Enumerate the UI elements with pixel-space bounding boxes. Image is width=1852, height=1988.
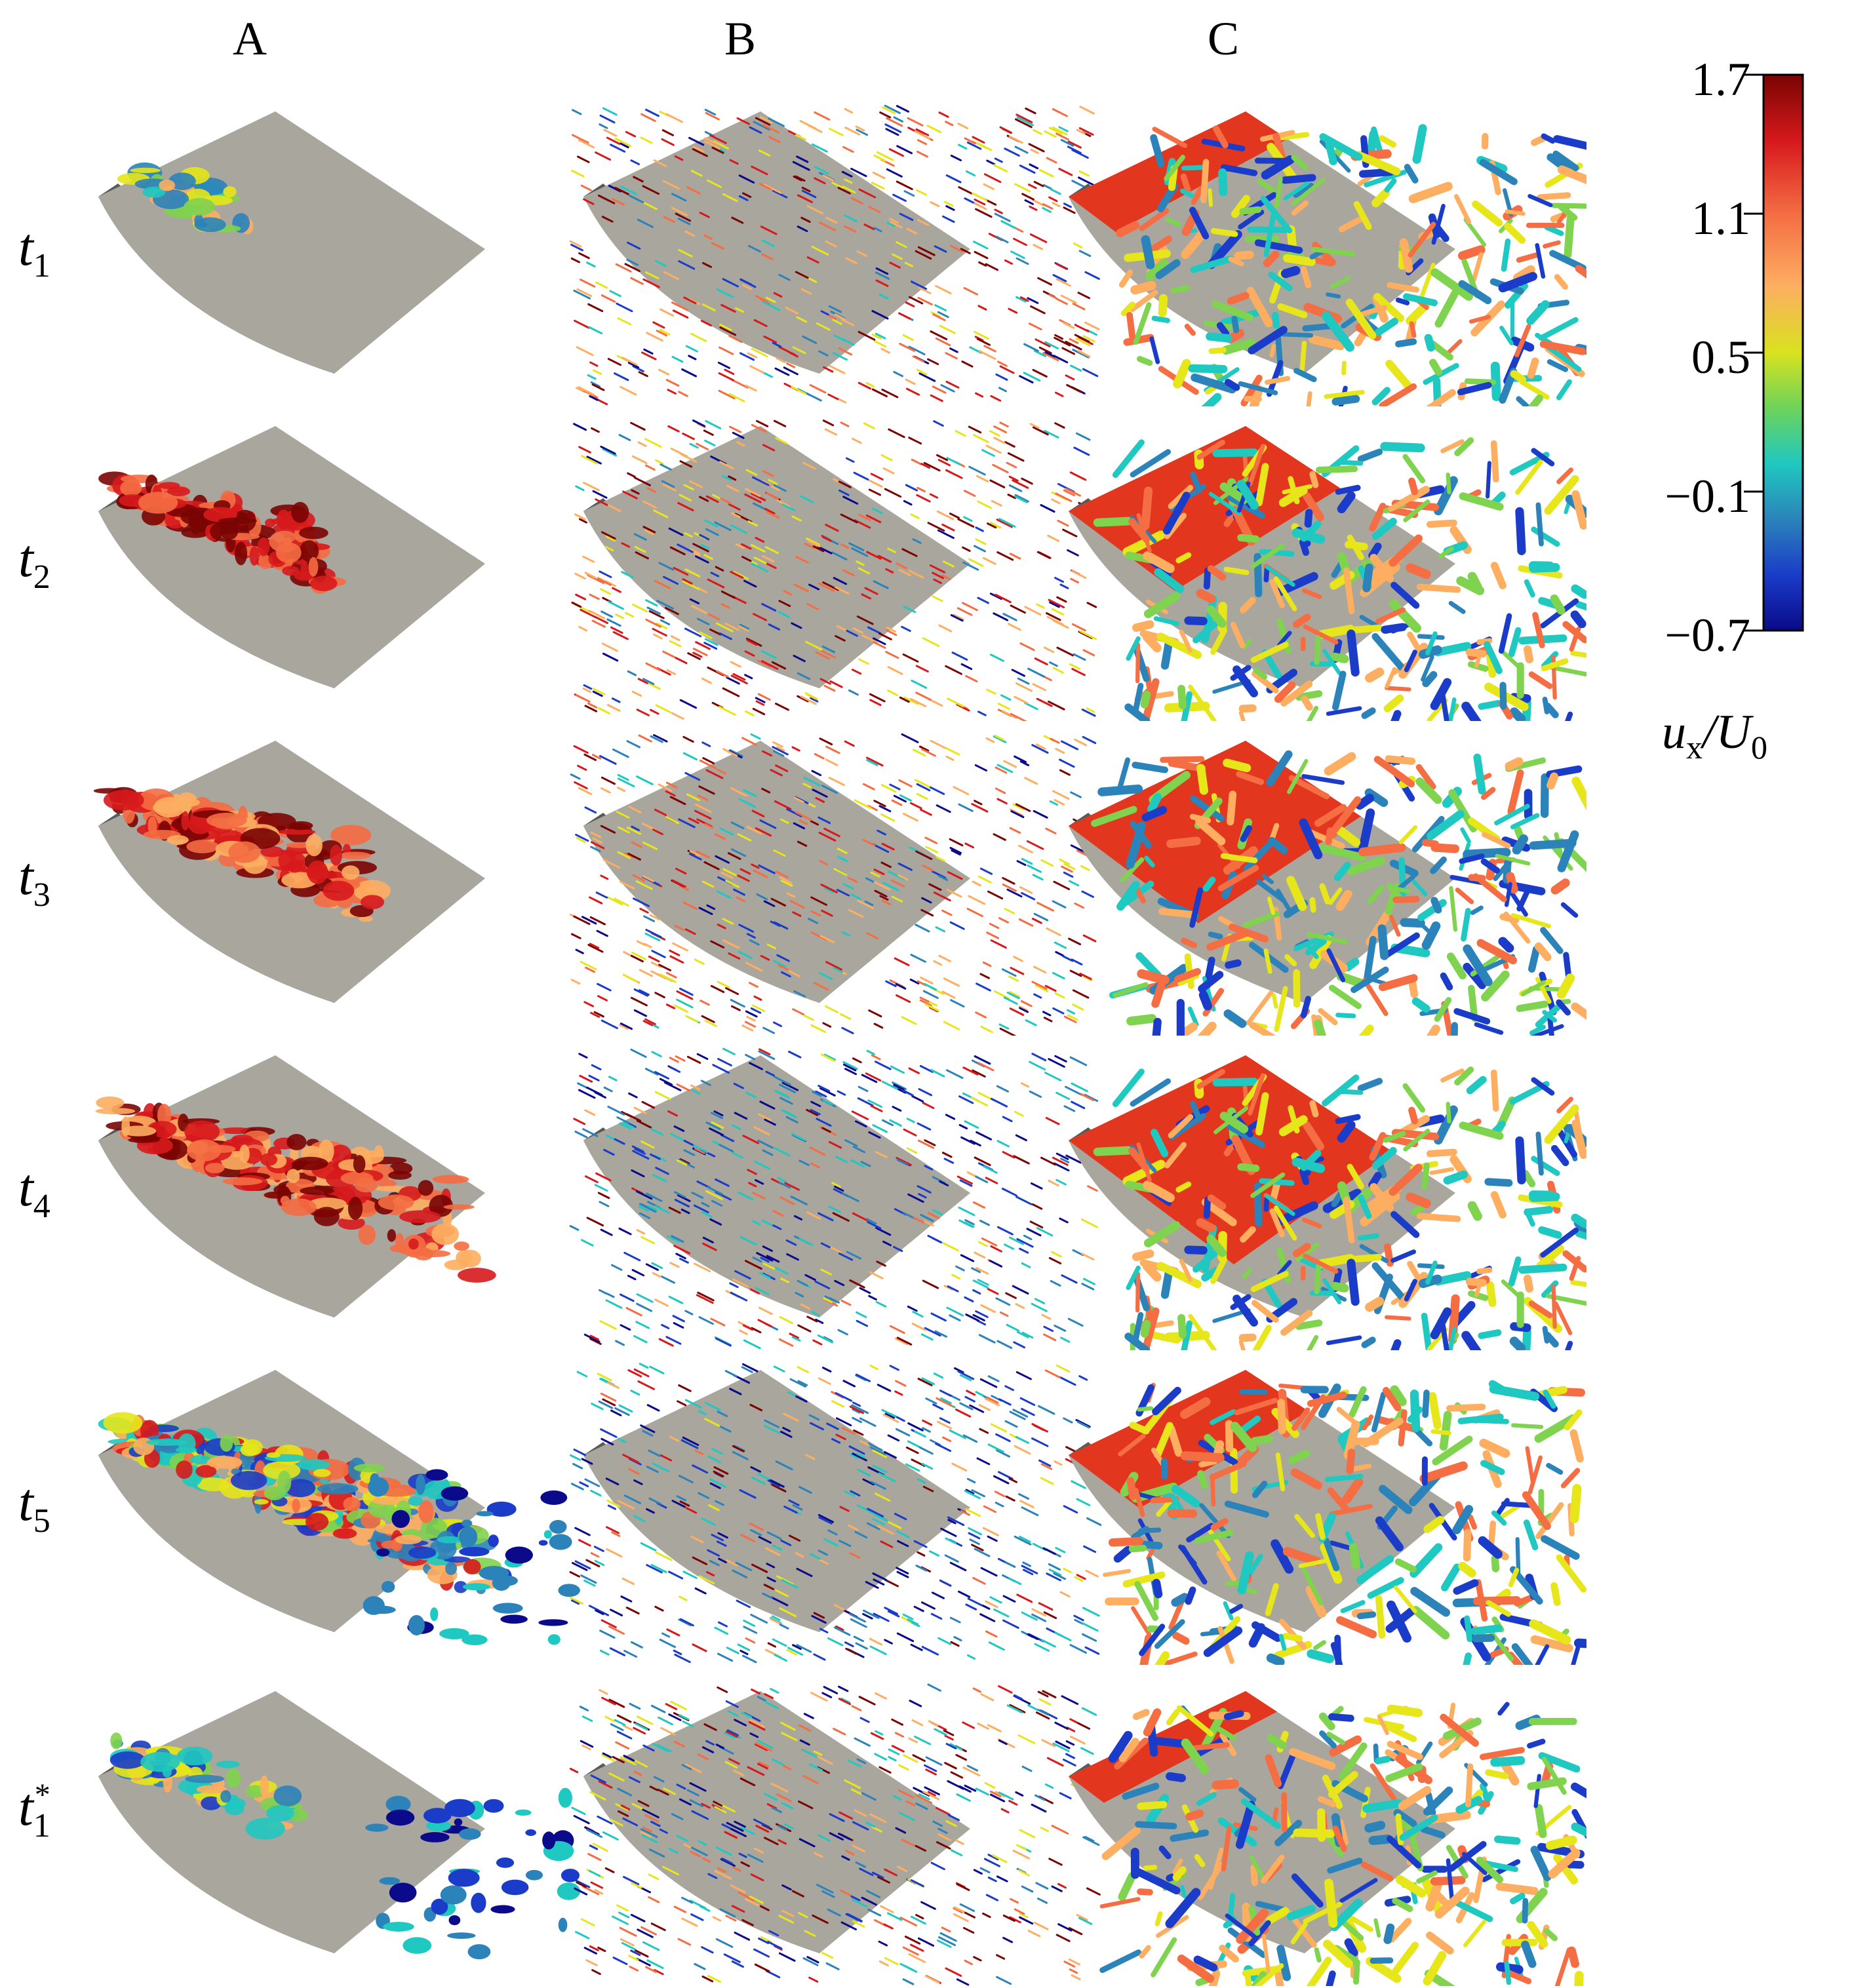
panel-b-t4 <box>569 1047 1099 1350</box>
panel-a-t4 <box>95 1055 496 1317</box>
panel-c-t1star <box>1069 1691 1586 1986</box>
colorbar-tick-1-7: 1.7 <box>1691 53 1750 106</box>
row-label-t5: t5 <box>18 1472 50 1540</box>
row-label-t1: t1 <box>18 217 50 284</box>
panel-b-t2 <box>571 419 1098 721</box>
panel-b-t5 <box>569 1363 1101 1664</box>
panel-c-t1 <box>1069 111 1586 406</box>
panel-a-t2 <box>98 426 485 688</box>
panel-c-t5 <box>1069 1370 1586 1665</box>
column-header-c: C <box>1208 12 1240 65</box>
panel-a-t1 <box>98 111 485 374</box>
panel-c-t3 <box>1069 741 1586 1036</box>
panel-b-t1 <box>569 104 1100 406</box>
colorbar-tick-neg-0-7: −0.7 <box>1665 609 1750 661</box>
colorbar-label: ux/U0 <box>1662 705 1767 766</box>
colorbar-tick-neg-0-1: −0.1 <box>1665 470 1750 522</box>
colorbar-tick-1-1: 1.1 <box>1691 192 1750 244</box>
panel-a-t3 <box>93 741 485 1003</box>
column-header-a: A <box>233 12 267 65</box>
colorbar-tick-0-5: 0.5 <box>1691 331 1750 383</box>
panel-a-t5 <box>98 1370 580 1645</box>
panel-b-t1star <box>569 1683 1101 1986</box>
column-header-b: B <box>724 12 757 65</box>
colorbar <box>1744 73 1804 632</box>
row-label-t4: t4 <box>18 1158 50 1225</box>
panel-c-t4 <box>1069 1055 1586 1350</box>
panel-b-t3 <box>569 733 1097 1036</box>
row-label-t3: t3 <box>18 846 50 914</box>
panel-c-t2 <box>1069 426 1586 721</box>
panel-a-t1star <box>98 1691 580 1960</box>
row-label-t2: t2 <box>18 528 50 596</box>
row-label-t1-star: t1* <box>18 1777 50 1844</box>
